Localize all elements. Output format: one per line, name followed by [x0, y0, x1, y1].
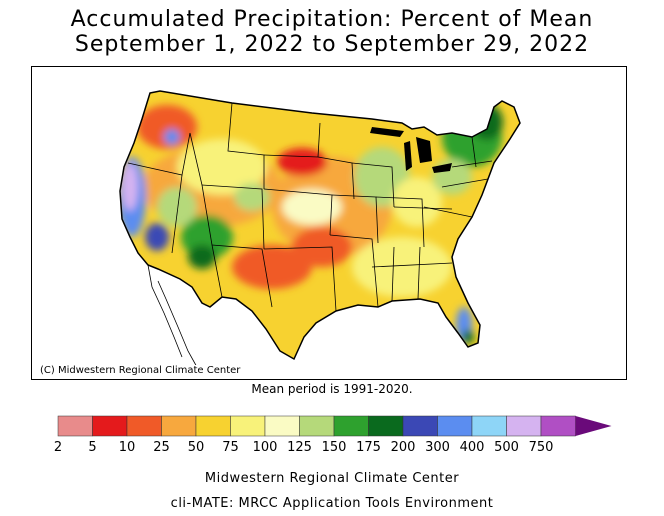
us-outline: [119, 90, 521, 361]
legend-label-10: 10: [119, 440, 136, 455]
mean-period-note: Mean period is 1991-2020.: [251, 382, 413, 396]
legend-swatch-175: [368, 415, 404, 437]
great-lakes: [370, 127, 452, 173]
legend-label-125: 125: [287, 440, 312, 455]
mexico-coast: [147, 264, 199, 370]
legend-swatch-200: [402, 415, 438, 437]
legend-label-500: 500: [494, 440, 519, 455]
legend-swatch-500: [506, 415, 542, 437]
legend-swatch-750: [540, 415, 576, 437]
legend-swatch-50: [195, 415, 231, 437]
legend-label-5: 5: [88, 440, 96, 455]
precipitation-map: (C) Midwestern Regional Climate Center: [31, 66, 627, 380]
legend-swatch-400: [471, 415, 507, 437]
legend-label-75: 75: [222, 440, 239, 455]
legend-label-175: 175: [356, 440, 381, 455]
legend-overflow-arrow: [575, 416, 612, 436]
color-legend: 2 5 10 25 50 75 100 125 150 175 200 300 400 500 750: [54, 415, 612, 455]
map-credit: (C) Midwestern Regional Climate Center: [38, 365, 243, 376]
map-date-range: September 1, 2022 to September 29, 2022: [74, 32, 590, 57]
legend-label-750: 750: [529, 440, 554, 455]
legend-label-150: 150: [322, 440, 347, 455]
state-borders: [127, 102, 493, 312]
footer-tool: cli-MATE: MRCC Application Tools Environ…: [170, 496, 494, 511]
legend-label-50: 50: [188, 440, 205, 455]
legend-swatch-300: [437, 415, 473, 437]
legend-swatch-5: [92, 415, 128, 437]
map-title: Accumulated Precipitation: Percent of Me…: [70, 7, 594, 32]
legend-label-400: 400: [460, 440, 485, 455]
legend-swatch-2: [57, 415, 93, 437]
legend-swatch-25: [161, 415, 197, 437]
footer-organization: Midwestern Regional Climate Center: [204, 471, 460, 486]
legend-swatch-125: [299, 415, 335, 437]
legend-swatch-150: [333, 415, 369, 437]
legend-label-2: 2: [54, 440, 62, 455]
legend-swatch-10: [126, 415, 162, 437]
legend-label-300: 300: [425, 440, 450, 455]
legend-label-100: 100: [253, 440, 278, 455]
legend-label-25: 25: [153, 440, 170, 455]
legend-swatch-75: [230, 415, 266, 437]
legend-label-200: 200: [391, 440, 416, 455]
legend-swatch-100: [264, 415, 300, 437]
